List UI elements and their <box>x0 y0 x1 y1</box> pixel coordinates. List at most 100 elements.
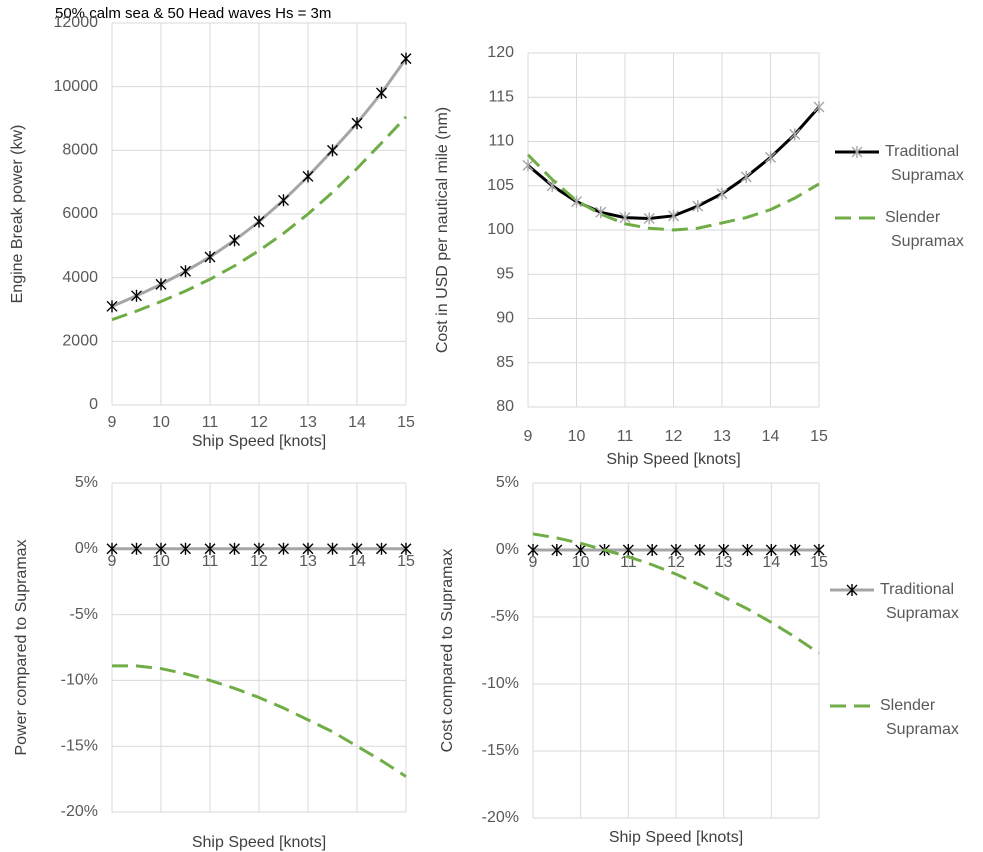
x-tick-label: 15 <box>810 554 828 571</box>
x-tick-label: 13 <box>299 553 317 570</box>
y-tick-label: -15% <box>482 742 519 759</box>
y-tick-label: 5% <box>75 474 98 491</box>
series-line <box>112 664 407 778</box>
y-tick-label: 10000 <box>54 78 99 95</box>
marker <box>646 544 658 556</box>
x-tick-label: 10 <box>152 553 170 570</box>
y-axis-label: Power compared to Supramax <box>13 539 30 755</box>
y-axis-label: Cost in USD per nautical mile (nm) <box>434 107 451 353</box>
marker <box>668 209 679 222</box>
legend-label: Slender Supramax <box>885 209 964 250</box>
x-tick-label: 14 <box>348 414 366 431</box>
y-tick-label: -5% <box>70 606 98 623</box>
marker <box>789 128 801 141</box>
y-axis-label: Engine Break power (kw) <box>9 125 26 304</box>
marker <box>813 544 825 556</box>
x-axis-label: Ship Speed [knots] <box>192 433 326 450</box>
x-tick-label: 12 <box>667 554 685 571</box>
marker <box>278 194 289 207</box>
series-line <box>111 115 408 322</box>
y-tick-label: -20% <box>482 809 519 826</box>
y-tick-label: 0% <box>75 540 98 557</box>
x-tick-label: 9 <box>529 554 538 571</box>
marker <box>204 542 216 555</box>
y-tick-label: -5% <box>491 608 519 625</box>
y-tick-label: 100 <box>487 221 514 238</box>
marker <box>742 544 753 556</box>
marker <box>551 544 563 556</box>
x-tick-label: 14 <box>348 553 366 570</box>
x-axis-label: Ship Speed [knots] <box>609 829 743 846</box>
x-tick-label: 15 <box>397 553 415 570</box>
legend-label: Traditional Supramax <box>880 581 959 622</box>
x-tick-label: 14 <box>762 428 780 445</box>
marker <box>180 265 191 278</box>
x-tick-label: 10 <box>152 414 170 431</box>
x-tick-label: 12 <box>250 414 268 431</box>
x-tick-label: 11 <box>202 414 219 431</box>
y-tick-label: 2000 <box>62 333 98 350</box>
marker <box>351 542 363 555</box>
marker <box>302 170 314 183</box>
marker <box>327 542 338 555</box>
marker <box>622 544 634 556</box>
marker <box>619 211 631 224</box>
marker <box>106 300 118 313</box>
y-tick-label: -15% <box>61 737 98 754</box>
chart-title: 50% calm sea & 50 Head waves Hs = 3m <box>55 5 331 22</box>
marker <box>229 234 240 247</box>
marker <box>694 544 706 556</box>
y-tick-label: 12000 <box>54 14 99 31</box>
y-tick-label: 0 <box>89 396 98 413</box>
marker <box>180 542 191 555</box>
marker <box>643 212 655 225</box>
x-tick-label: 9 <box>108 414 117 431</box>
marker <box>131 542 142 555</box>
x-tick-label: 12 <box>665 428 683 445</box>
y-tick-label: 110 <box>488 133 514 150</box>
marker <box>376 87 387 100</box>
x-tick-label: 10 <box>572 554 590 571</box>
y-tick-label: 95 <box>496 265 514 282</box>
marker <box>376 542 387 555</box>
x-axis-label: Ship Speed [knots] <box>606 451 740 468</box>
marker <box>278 542 289 555</box>
marker <box>131 289 142 302</box>
series-line <box>526 153 820 232</box>
y-tick-label: -10% <box>482 675 519 692</box>
x-tick-label: 11 <box>202 553 219 570</box>
marker <box>522 159 534 172</box>
x-tick-label: 13 <box>713 428 731 445</box>
x-tick-label: 15 <box>810 428 828 445</box>
y-tick-label: 80 <box>496 398 514 415</box>
marker <box>670 544 682 556</box>
marker <box>351 117 363 130</box>
marker <box>327 144 338 157</box>
x-tick-label: 9 <box>108 553 117 570</box>
marker <box>740 170 752 183</box>
marker <box>302 542 314 555</box>
x-tick-label: 13 <box>715 554 733 571</box>
marker <box>765 151 776 164</box>
x-tick-label: 12 <box>250 553 268 570</box>
marker <box>253 542 265 555</box>
x-tick-label: 11 <box>617 428 634 445</box>
y-tick-label: 105 <box>487 177 514 194</box>
marker <box>851 146 863 158</box>
y-tick-label: 115 <box>488 88 514 105</box>
y-tick-label: -10% <box>61 672 98 689</box>
legend-label: Slender Supramax <box>880 697 959 738</box>
y-tick-label: 6000 <box>62 205 98 222</box>
marker <box>204 250 216 263</box>
x-tick-label: 13 <box>299 414 317 431</box>
marker <box>229 542 240 555</box>
marker <box>692 200 704 213</box>
marker <box>106 542 118 555</box>
x-tick-label: 10 <box>568 428 586 445</box>
marker <box>155 278 167 291</box>
chart: 50% calm sea & 50 Head waves Hs = 3m 0 200… <box>9 5 415 450</box>
